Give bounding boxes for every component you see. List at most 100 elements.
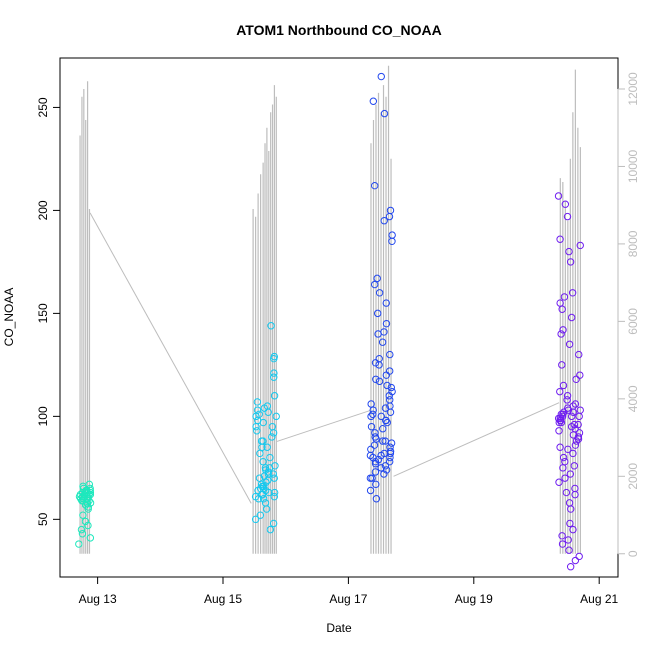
data-point [569,449,577,458]
data-point [375,354,383,363]
data-point [382,299,390,307]
data-point [558,540,567,548]
data-point [255,410,263,418]
secondary-series [79,65,581,554]
data-point [272,412,280,421]
data-point [575,350,583,359]
data-point [377,464,385,472]
data-point [366,486,375,495]
data-point [383,418,391,427]
data-point [565,340,574,348]
data-point [375,289,384,297]
data-point [563,212,572,221]
data-point [576,406,584,414]
data-point [566,563,575,571]
data-point [569,402,577,410]
data-point [271,462,279,470]
data-point [255,474,264,482]
data-point [375,377,384,386]
data-point [78,492,87,501]
data-point [86,534,95,542]
data-point [388,231,396,239]
data-point [381,437,389,445]
axes: Aug 13 Aug 15 Aug 17 Aug 19 Aug 21 50 100 150 20… [36,57,640,606]
data-point [267,322,275,330]
data-point [556,387,564,396]
data-point [559,381,568,390]
data-point [569,525,577,534]
data-point [386,206,395,215]
y2-tick-label: 12000 [626,72,640,106]
data-point [571,400,580,408]
y2-tick-label: 10000 [626,149,640,183]
data-point [380,328,388,336]
data-point [386,443,394,451]
data-point [386,367,394,375]
data-point [268,422,277,431]
data-point [377,412,385,421]
data-point [380,217,388,225]
data-point [575,552,583,561]
x-axis-label: Date [326,621,352,635]
data-point [372,480,380,489]
data-point [565,247,573,256]
x-tick-label: Aug 19 [455,592,493,606]
data-point [256,511,265,519]
data-point [78,488,87,497]
data-point [383,381,391,390]
data-point [77,525,86,534]
data-point [259,482,268,491]
data-point [555,478,563,486]
data-point [558,361,566,369]
data-point [371,429,379,437]
data-point [373,309,382,318]
data-point [381,404,390,412]
data-point [253,406,262,414]
data-point [556,443,564,451]
data-point [571,484,579,493]
data-point [388,387,396,396]
data-point [563,392,572,400]
data-point [259,495,268,503]
y-tick-label: 150 [36,303,50,323]
data-point [387,439,396,447]
data-point [556,299,564,307]
data-point [379,437,387,445]
data-point [568,412,576,421]
x-tick-label: Aug 15 [204,592,242,606]
data-point [571,556,580,565]
data-point [575,412,583,421]
co-noaa-points [75,72,584,571]
y2-tick-label: 2000 [626,463,640,490]
data-point [554,192,563,200]
y2-tick-label: 6000 [626,308,640,335]
data-point [269,519,278,528]
data-point [79,511,87,519]
data-point [371,468,380,476]
data-point [372,495,381,503]
data-point [572,437,581,445]
data-point [75,540,83,548]
data-point [373,274,381,283]
data-point [251,515,260,524]
data-point [567,313,576,322]
x-tick-label: Aug 13 [79,592,117,606]
data-point [557,330,565,338]
data-point [266,453,274,462]
data-point [561,200,570,208]
secondary-connector [393,402,560,477]
data-point [563,396,571,404]
data-point [560,408,568,416]
data-point [371,433,379,441]
data-point [270,369,278,377]
y2-tick-label: 8000 [626,230,640,257]
data-point [366,474,375,482]
x-tick-label: Aug 17 [329,592,367,606]
data-point [560,293,569,301]
data-point [270,474,278,482]
data-point [566,519,574,528]
data-point [86,499,95,507]
data-point [270,352,278,361]
data-point [559,453,568,462]
data-point [253,398,262,406]
